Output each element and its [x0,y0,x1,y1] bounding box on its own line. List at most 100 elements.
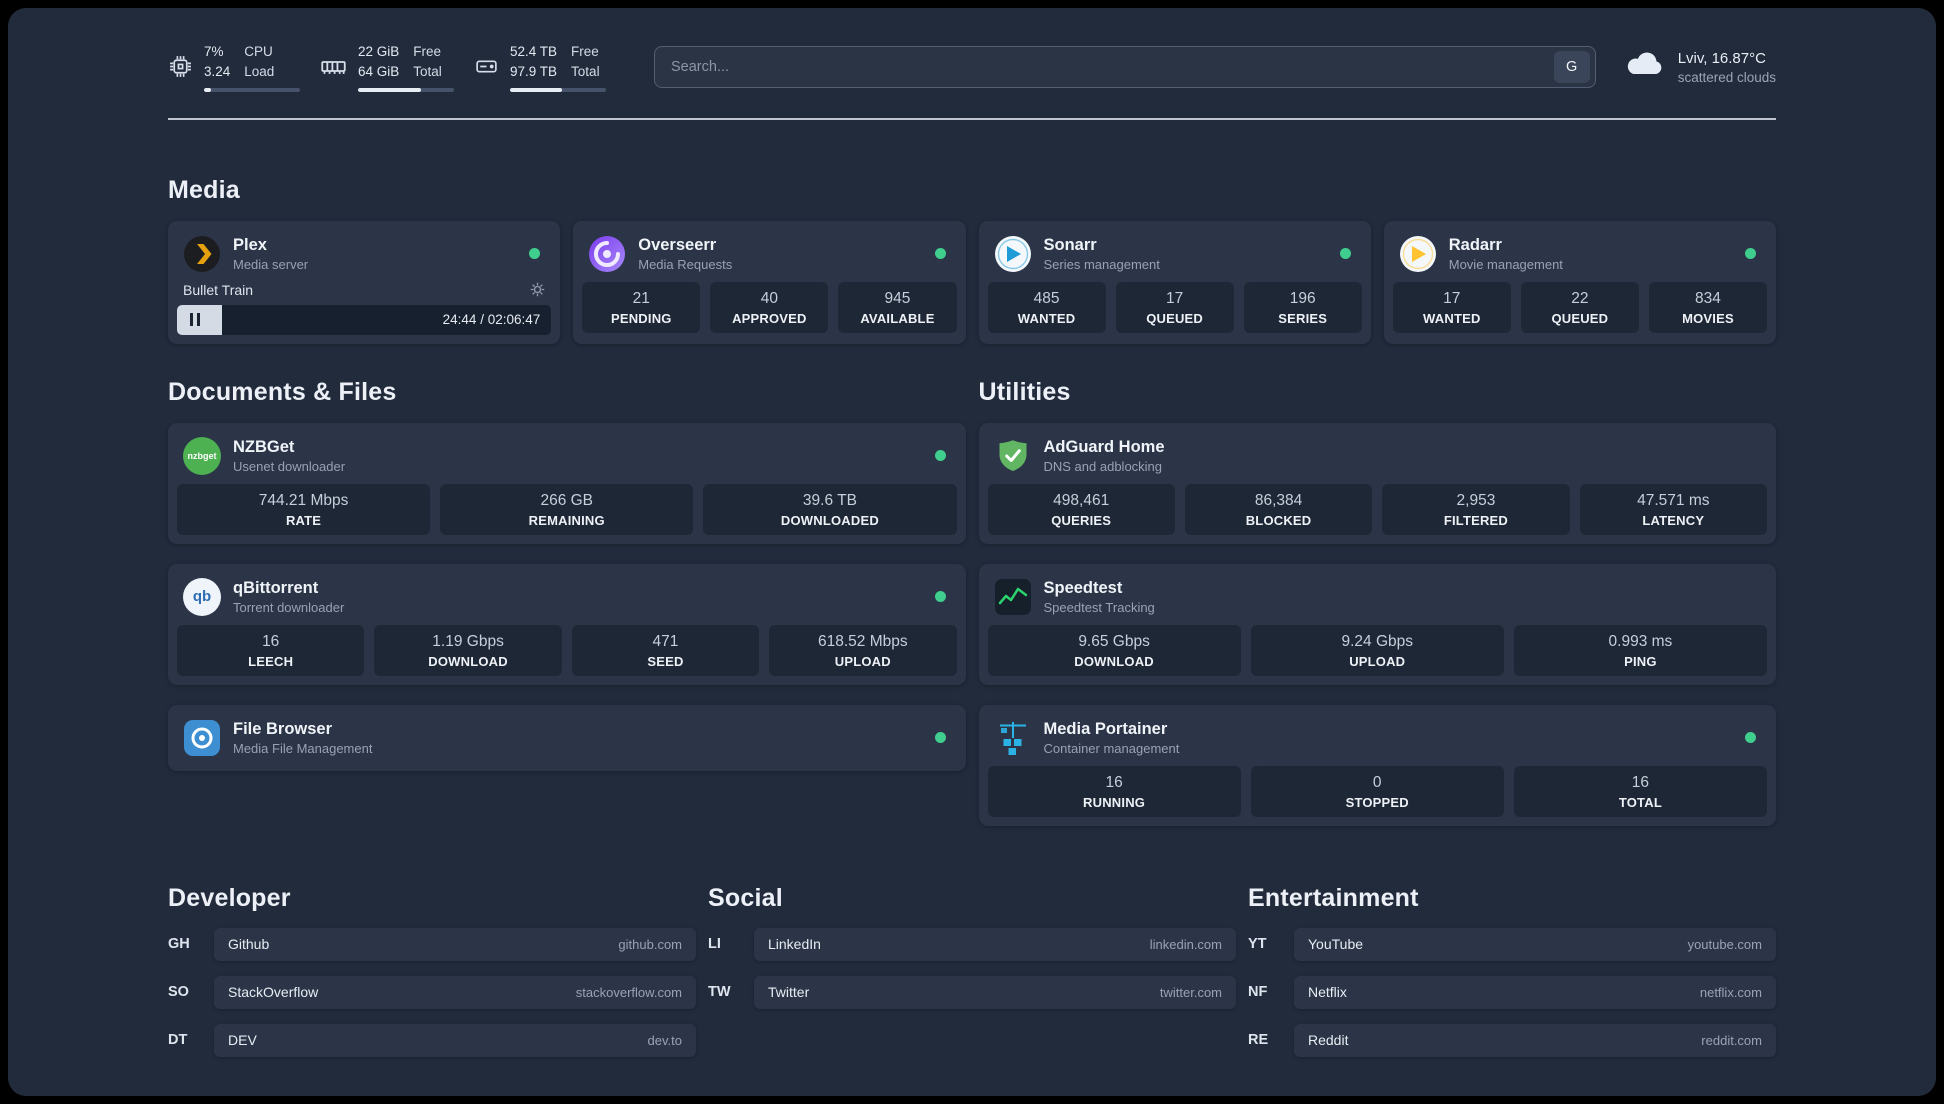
card-desc: Media Requests [638,256,733,272]
stat-value: 9.24 Gbps [1341,632,1413,650]
stat-label: SERIES [1278,310,1328,326]
bookmark-item[interactable]: NF Netflix netflix.com [1248,975,1776,1009]
stat-label: LATENCY [1642,512,1705,528]
overseerr-card[interactable]: Overseerr Media Requests 21 PENDING 40 A… [573,220,966,344]
card-title: Overseerr [638,235,717,254]
bookmark-abbr: LI [708,936,721,952]
search-input[interactable] [655,58,1554,75]
stat-label: RUNNING [1083,794,1146,810]
card-desc: Container management [1043,740,1180,756]
bookmark-link[interactable]: DEV dev.to [214,1023,696,1057]
stat-value: 498,461 [1053,491,1110,509]
stat-value: 485 [1033,289,1060,307]
stat-block: 22 QUEUED [1520,281,1639,333]
search-bar[interactable]: G [654,45,1596,88]
memory-free: 22 GiB [358,44,400,59]
bookmark-item[interactable]: GH Github github.com [168,927,696,961]
filebrowser-card[interactable]: File Browser Media File Management [168,704,966,771]
stat-value: 16 [262,632,280,650]
weather-widget[interactable]: Lviv, 16.87°C scattered clouds [1624,48,1776,85]
bookmark-abbr: YT [1248,936,1267,952]
weather-location: Lviv, 16.87°C [1677,50,1766,68]
stat-label: LEECH [248,653,294,669]
speedtest-icon [994,578,1032,616]
stat-label: SEED [647,653,684,669]
section-title-documents: Documents & Files [168,377,397,406]
stat-value: 86,384 [1254,491,1303,509]
memory-progress-fill [358,87,422,92]
search-provider-button[interactable]: G [1553,50,1590,83]
stat-label: PING [1624,653,1657,669]
stats-row: 16 RUNNING 0 STOPPED 16 TOTAL [987,765,1767,817]
stat-value: 744.21 Mbps [258,491,349,509]
section-title-developer: Developer [168,883,291,912]
bookmark-item[interactable]: DT DEV dev.to [168,1023,696,1057]
stat-block: 39.6 TB DOWNLOADED [703,483,957,535]
stat-block: 21 PENDING [582,281,701,333]
stat-block: 17 WANTED [1392,281,1511,333]
sonarr-card[interactable]: Sonarr Series management 485 WANTED 17 Q… [978,220,1371,344]
bookmark-item[interactable]: LI LinkedIn linkedin.com [708,927,1236,961]
stat-block: 266 GB REMAINING [440,483,694,535]
bookmark-link[interactable]: Netflix netflix.com [1294,975,1776,1009]
adguard-card[interactable]: AdGuard Home DNS and adblocking 498,461 … [978,422,1776,544]
stat-value: 834 [1695,289,1721,307]
plex-card[interactable]: Plex Media server Bullet Train 24:44 / 0… [168,220,561,344]
bookmark-item[interactable]: TW Twitter twitter.com [708,975,1236,1009]
status-dot [1745,732,1756,743]
bookmark-name: YouTube [1308,936,1364,952]
gear-icon[interactable] [530,282,545,297]
stat-label: AVAILABLE [860,310,935,326]
plex-progress-bar[interactable]: 24:44 / 02:06:47 [177,304,552,335]
radarr-card[interactable]: Radarr Movie management 17 WANTED 22 QUE… [1383,220,1776,344]
stat-value: 9.65 Gbps [1078,632,1150,650]
card-desc: Torrent downloader [233,599,345,615]
stat-value: 266 GB [540,491,594,509]
portainer-card[interactable]: Media Portainer Container management 16 … [978,704,1776,826]
bookmark-link[interactable]: StackOverflow stackoverflow.com [214,975,696,1009]
disk-widget: 52.4 TB 97.9 TB Free Total [474,42,606,92]
bookmark-link[interactable]: Github github.com [214,927,696,961]
memory-total: 64 GiB [358,64,400,80]
bookmark-item[interactable]: RE Reddit reddit.com [1248,1023,1776,1057]
speedtest-card[interactable]: Speedtest Speedtest Tracking 9.65 Gbps D… [978,563,1776,685]
now-playing-title: Bullet Train [183,281,254,298]
pause-icon[interactable] [177,313,213,326]
bookmark-abbr: SO [168,984,189,1000]
bookmark-link[interactable]: Reddit reddit.com [1294,1023,1776,1057]
bookmark-item[interactable]: YT YouTube youtube.com [1248,927,1776,961]
bookmark-link[interactable]: YouTube youtube.com [1294,927,1776,961]
bookmark-name: DEV [228,1032,257,1048]
radarr-icon [1399,235,1437,273]
status-dot [934,248,946,259]
memory-widget: 22 GiB 64 GiB Free Total [320,42,454,92]
bookmark-link[interactable]: Twitter twitter.com [754,975,1236,1009]
bookmark-url: linkedin.com [1149,936,1222,952]
stat-block: 17 QUEUED [1115,281,1234,333]
stats-row: 485 WANTED 17 QUEUED 196 SERIES [987,281,1362,333]
stat-block: 196 SERIES [1243,281,1362,333]
bookmark-abbr: RE [1248,1032,1269,1048]
bookmark-item[interactable]: SO StackOverflow stackoverflow.com [168,975,696,1009]
memory-icon [320,53,347,80]
stat-label: DOWNLOAD [1074,653,1154,669]
stat-label: PENDING [610,310,672,326]
bookmark-abbr: NF [1248,984,1268,1000]
card-title: NZBGet [233,437,295,456]
qbittorrent-card[interactable]: qb qBittorrent Torrent downloader 16 LEE… [168,563,966,685]
stat-value: 21 [632,289,650,307]
stat-label: WANTED [1423,310,1481,326]
nzbget-card[interactable]: nzbget NZBGet Usenet downloader 744.21 M… [168,422,966,544]
stat-value: 47.571 ms [1637,491,1710,509]
stat-value: 0 [1372,773,1382,791]
stat-label: BLOCKED [1245,512,1312,528]
stat-block: 471 SEED [571,624,760,676]
card-desc: Media File Management [233,740,373,756]
status-dot [1745,248,1756,259]
documents-column: Documents & Files nzbget NZBGet Usenet d… [168,378,966,826]
utilities-column: Utilities AdGuard Home DNS and adblockin… [978,378,1776,826]
stat-label: TOTAL [1618,794,1662,810]
bookmark-link[interactable]: LinkedIn linkedin.com [754,927,1236,961]
stat-label: UPLOAD [834,653,891,669]
stat-block: 9.24 Gbps UPLOAD [1250,624,1504,676]
